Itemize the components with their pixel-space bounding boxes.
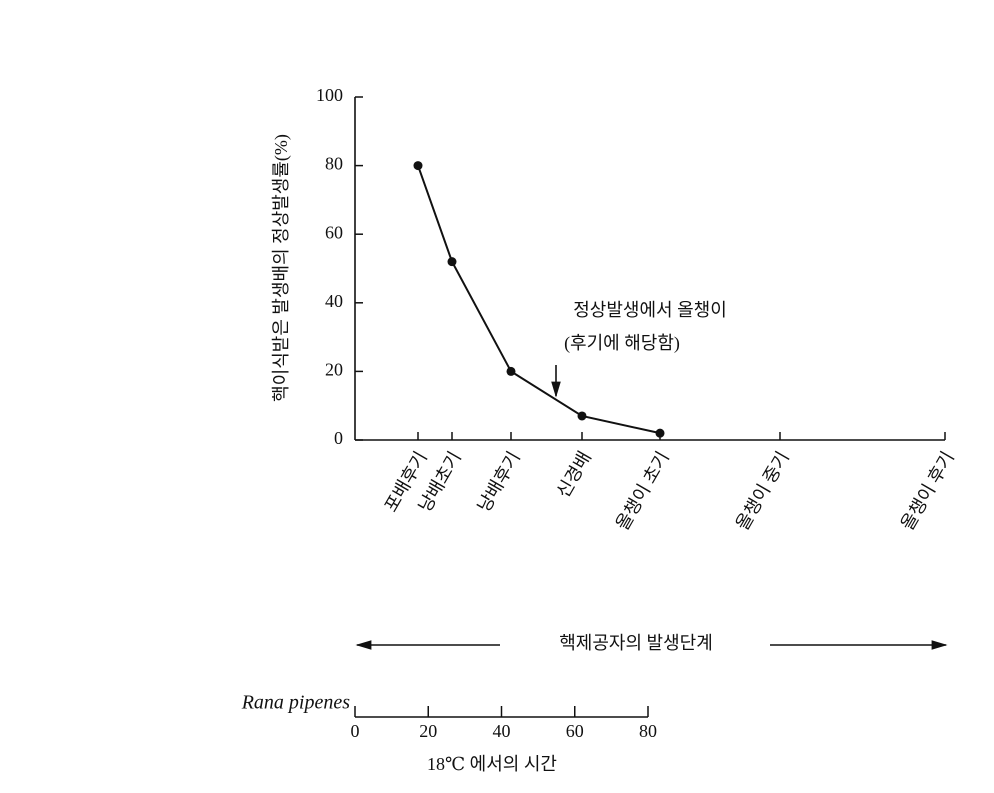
point bbox=[413, 161, 423, 171]
annotation: 정상발생에서 올챙이 bbox=[573, 300, 727, 320]
point bbox=[447, 257, 457, 267]
time-tick-label: 0 bbox=[351, 721, 360, 741]
x-tick-label: 낭배후기 bbox=[474, 448, 524, 515]
y-tick-label: 40 bbox=[325, 291, 343, 311]
time-tick-label: 20 bbox=[419, 721, 437, 741]
y-tick-label: 100 bbox=[316, 85, 343, 105]
time-tick-label: 60 bbox=[566, 721, 584, 741]
y-tick-label: 0 bbox=[334, 428, 343, 448]
x-tick-label: 올챙이 중기 bbox=[732, 448, 793, 534]
time-tick-label: 80 bbox=[639, 721, 657, 741]
y-tick-label: 20 bbox=[325, 360, 343, 380]
point bbox=[655, 428, 665, 438]
point bbox=[506, 366, 516, 376]
x-tick-label: 신경배 bbox=[553, 448, 595, 501]
time-tick-label: 40 bbox=[493, 721, 511, 741]
time-axis-label: 18℃ 에서의 시간 bbox=[427, 754, 557, 774]
y-tick-label: 60 bbox=[325, 222, 343, 242]
point bbox=[577, 411, 587, 421]
x-tick-label: 올챙이 후기 bbox=[897, 448, 958, 534]
x-tick-label: 올챙이 초기 bbox=[612, 448, 673, 534]
x-axis-label: 핵제공자의 발생단계 bbox=[559, 633, 713, 653]
y-axis-label: 핵이식받은 발생배의 정상발생률(%) bbox=[271, 134, 292, 402]
time-axis-name: Rana pipenes bbox=[241, 692, 351, 714]
y-tick-label: 80 bbox=[325, 154, 343, 174]
annotation: (후기에 해당함) bbox=[564, 333, 680, 354]
